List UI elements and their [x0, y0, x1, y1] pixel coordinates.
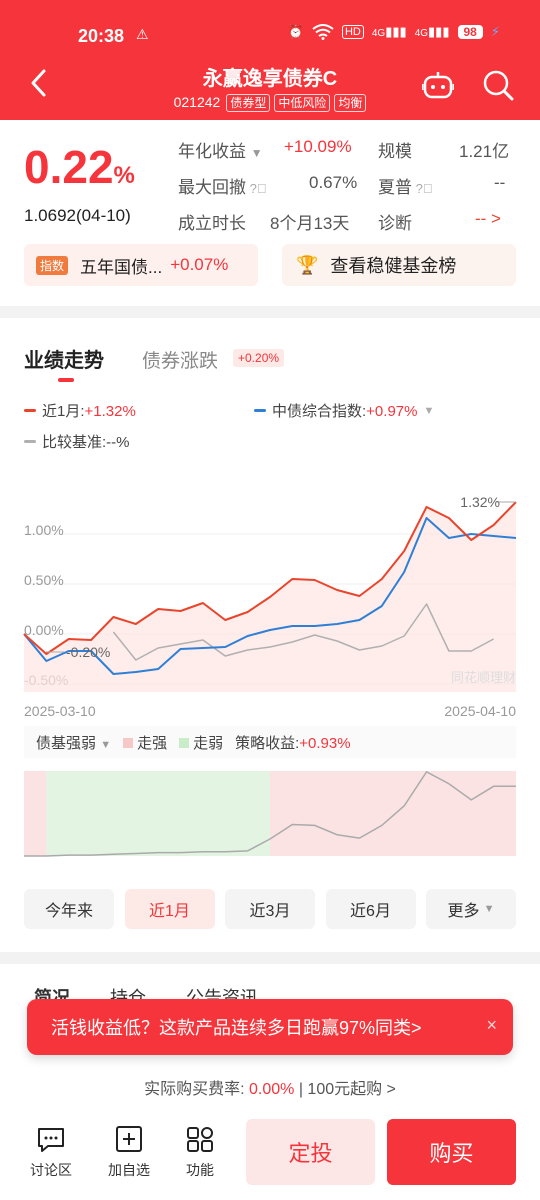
add-watchlist-button[interactable]: 加自选 — [99, 1126, 159, 1180]
sharpe-value: -- — [494, 173, 506, 192]
help-icon: ?⃝ — [246, 181, 267, 196]
legend-weak: 走弱 — [179, 732, 223, 753]
strategy-return: 策略收益:+0.93% — [235, 734, 351, 752]
hd-label: HD — [341, 25, 364, 39]
strong-zone — [24, 771, 47, 856]
status-bar: 20:38 ⚠ ⏰ HD 4G▮▮▮ 4G▮▮▮ 98 ⚡ — [0, 0, 540, 56]
search-icon[interactable] — [481, 68, 515, 102]
annual-return-value: +10.09% — [284, 137, 352, 156]
legend-swatch — [254, 409, 266, 412]
scale-label: 规模 — [378, 142, 412, 161]
discuss-button[interactable]: 讨论区 — [21, 1126, 81, 1180]
legend-swatch — [24, 409, 36, 412]
tag-type: 债券型 — [226, 94, 271, 112]
fund-title: 永赢逸享债券C — [202, 68, 338, 90]
tag-style: 均衡 — [334, 94, 367, 112]
legend-strong: 走强 — [123, 732, 167, 753]
auto-invest-button[interactable]: 定投 — [246, 1119, 375, 1185]
tag-risk: 中低风险 — [274, 94, 331, 112]
back-icon[interactable] — [28, 68, 48, 98]
rank-text: 查看稳健基金榜 — [330, 256, 457, 276]
chat-icon — [38, 1128, 64, 1152]
header-bar: 20:38 ⚠ ⏰ HD 4G▮▮▮ 4G▮▮▮ 98 ⚡ 永赢逸享债券C 02… — [0, 0, 540, 120]
y-tick-label: 0.00% — [24, 622, 64, 638]
period-ytd[interactable]: 今年来 — [24, 889, 114, 929]
y-tick-label: 1.00% — [24, 522, 64, 538]
tab-bond-change[interactable]: 债券涨跌 — [142, 351, 219, 372]
legend-fund: 近1月:+1.32% — [24, 400, 136, 421]
period-selector: 今年来 近1月 近3月 近6月 更多 ▼ — [24, 889, 516, 929]
trophy-icon: 🏆 — [296, 254, 319, 275]
index-badge: 指数 — [36, 255, 69, 275]
charging-icon: ⚡ — [490, 24, 500, 39]
y-tick-label: 0.50% — [24, 572, 64, 588]
index-card[interactable]: 指数 五年国债... +0.07% — [24, 244, 258, 286]
drawdown-label[interactable]: 最大回撤 ?⃝ — [178, 178, 267, 197]
diagnosis-link[interactable]: -- > — [475, 209, 501, 228]
dropdown-icon: ▼ — [100, 738, 112, 751]
x-start-label: 2025-03-10 — [24, 703, 96, 719]
function-button[interactable]: 功能 — [170, 1126, 230, 1180]
robot-assistant-icon[interactable] — [422, 70, 454, 100]
fund-code: 021242 — [173, 94, 221, 110]
tab-indicator — [58, 378, 74, 382]
legend-benchmark: 比较基准:--% — [24, 431, 130, 452]
fund-subinfo: 021242 债券型 中低风险 均衡 — [0, 94, 540, 112]
dropdown-icon: ▼ — [423, 404, 435, 417]
battery-icon: 98 — [457, 25, 483, 39]
fee-info[interactable]: 实际购买费率: 0.00% | 100元起购 > — [144, 1081, 396, 1098]
max-annotation: 1.32% — [460, 494, 500, 510]
min-annotation: -0.20% — [66, 644, 110, 660]
drawdown-value: 0.67% — [309, 173, 358, 192]
legend-index[interactable]: 中债综合指数:+0.97% ▼ — [254, 400, 434, 421]
strength-line — [24, 770, 516, 857]
plus-square-icon — [116, 1126, 142, 1152]
age-label: 成立时长 — [178, 214, 246, 233]
strength-legend: 债基强弱 ▼ 走强 走弱 策略收益:+0.93% — [24, 726, 516, 758]
annual-return-label[interactable]: 年化收益 ▼ — [178, 142, 263, 161]
status-time: 20:38 — [78, 26, 125, 46]
index-line — [23, 517, 517, 675]
period-1m[interactable]: 近1月 — [124, 889, 215, 929]
grid-icon — [187, 1127, 213, 1152]
diagnosis-label: 诊断 — [378, 214, 412, 233]
notification-icon: ⚠ — [136, 26, 149, 42]
strength-select[interactable]: 债基强弱 ▼ — [36, 734, 112, 752]
age-value: 8个月13天 — [270, 214, 350, 233]
benchmark-line — [112, 603, 494, 661]
sharpe-label[interactable]: 夏普 ?⃝ — [378, 178, 433, 197]
performance-chart[interactable]: 1.00%0.50%0.00%-0.50%同花顺理财1.32%-0.20%202… — [0, 470, 540, 760]
weak-zone — [46, 771, 271, 856]
rank-card[interactable]: 🏆 查看稳健基金榜 — [282, 244, 516, 286]
legend-swatch — [24, 440, 36, 443]
dropdown-icon: ▼ — [483, 903, 495, 915]
promo-banner[interactable]: 活钱收益低？这款产品连续多日跑赢97%同类> × — [27, 999, 513, 1055]
nav-value: 1.0692(04-10) — [24, 206, 131, 225]
strong-zone — [270, 771, 516, 856]
signal-icon-2: 4G▮▮▮ — [414, 24, 450, 39]
period-6m[interactable]: 近6月 — [325, 889, 416, 929]
x-end-label: 2025-04-10 — [444, 703, 516, 719]
index-change: +0.07% — [170, 255, 229, 274]
index-name: 五年国债... — [80, 257, 163, 277]
scale-value: 1.21亿 — [459, 142, 510, 161]
strength-chart — [24, 770, 516, 857]
period-more[interactable]: 更多 ▼ — [426, 889, 516, 929]
bond-change-badge: +0.20% — [233, 349, 285, 367]
fund-line — [23, 501, 517, 655]
promo-text: 活钱收益低？这款产品连续多日跑赢97%同类> — [51, 1018, 422, 1038]
signal-icon-1: 4G▮▮▮ — [371, 24, 407, 39]
wifi-icon — [312, 24, 334, 40]
buy-button[interactable]: 购买 — [387, 1119, 516, 1185]
status-icons: ⏰ HD 4G▮▮▮ 4G▮▮▮ 98 ⚡ — [288, 24, 500, 40]
period-3m[interactable]: 近3月 — [225, 889, 315, 929]
tab-performance[interactable]: 业绩走势 — [24, 350, 104, 372]
help-icon: ?⃝ — [412, 181, 433, 196]
close-icon[interactable]: × — [486, 1015, 497, 1035]
dropdown-icon: ▼ — [250, 146, 263, 160]
alarm-icon: ⏰ — [287, 24, 304, 39]
daily-return: 0.22% — [24, 141, 135, 193]
watermark: 同花顺理财 — [451, 670, 516, 685]
